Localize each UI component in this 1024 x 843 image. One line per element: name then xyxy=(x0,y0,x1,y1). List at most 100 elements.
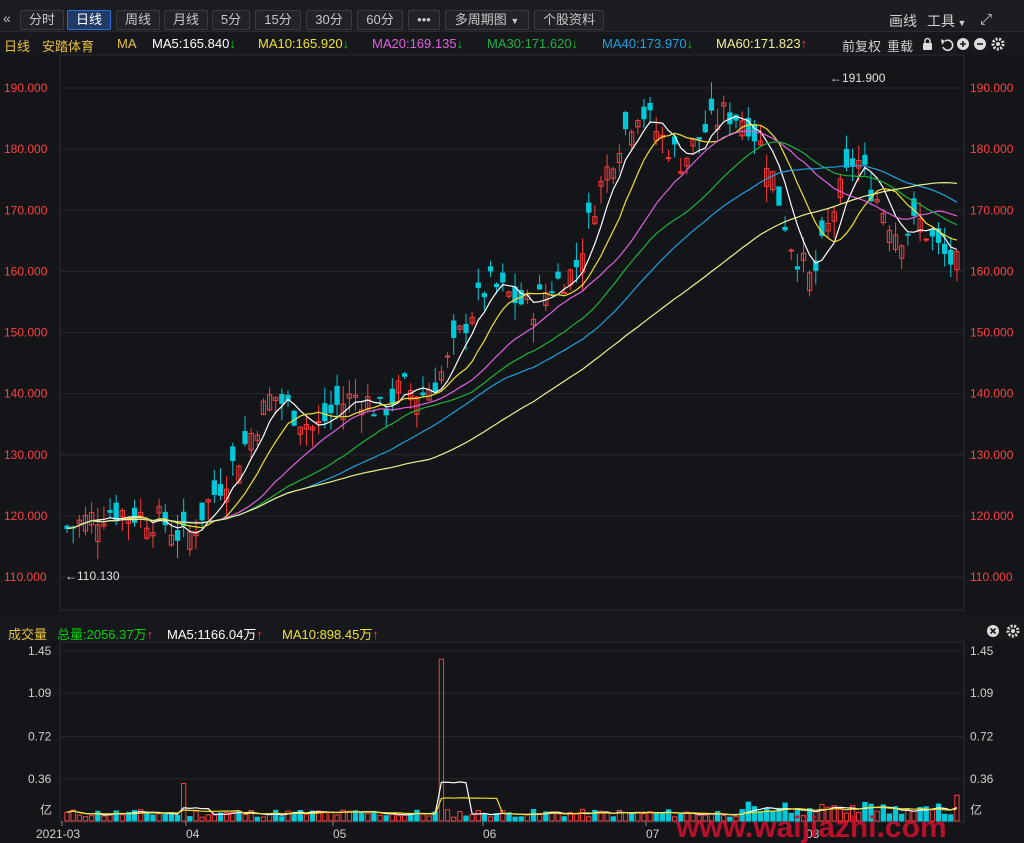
volume-chart-pane[interactable]: 1.45 1.45 1.09 1.09 0.72 0.72 0.36 0.36 亿 亿 2021-0… xyxy=(0,641,1024,843)
candle-body xyxy=(119,510,125,518)
candle xyxy=(714,108,721,143)
ma20-line xyxy=(67,130,958,529)
double-chevron-left-icon[interactable]: « xyxy=(3,10,11,26)
volume-bar xyxy=(88,815,95,822)
candle xyxy=(138,498,144,528)
volume-bar xyxy=(671,816,678,822)
volume-bar xyxy=(825,806,831,822)
date-label: 08 xyxy=(806,827,820,841)
candle-body xyxy=(696,137,702,140)
candle xyxy=(76,514,82,538)
candle-body xyxy=(205,499,211,503)
volume-total-text: 总量:2056.37万 xyxy=(57,627,147,642)
zoom-in-icon[interactable] xyxy=(957,38,969,50)
candle-body xyxy=(230,446,236,461)
candle-body xyxy=(665,157,672,160)
tab-15min[interactable]: 15分 xyxy=(255,10,301,30)
tools-dropdown[interactable]: 工具 ▼ xyxy=(927,11,966,31)
candle-body xyxy=(494,283,500,288)
more-periods-button[interactable]: ••• xyxy=(408,10,440,30)
candle-body xyxy=(285,394,291,401)
candle-body xyxy=(260,400,267,416)
volume-bar xyxy=(819,804,825,822)
tab-30min[interactable]: 30分 xyxy=(306,10,352,30)
candle-body xyxy=(843,148,850,168)
arrow-up-icon: ↑ xyxy=(800,36,808,51)
volume-bar xyxy=(604,811,610,822)
candle xyxy=(242,416,248,447)
volume-total: 总量:2056.37万↑ xyxy=(57,624,153,643)
ma30-value: MA30:171.620↓ xyxy=(487,36,578,51)
volume-chart[interactable]: 1.45 1.45 1.09 1.09 0.72 0.72 0.36 0.36 亿 亿 2021-0… xyxy=(0,641,1024,843)
price-chart[interactable]: 190.000 190.000 180.000 180.000 170.000 170.0… xyxy=(0,54,1024,614)
draw-line-button[interactable]: 画线 xyxy=(889,13,917,29)
price-chart-pane[interactable]: 190.000 190.000 180.000 180.000 170.000 170.0… xyxy=(0,54,1024,614)
candle xyxy=(678,157,684,175)
candle-body xyxy=(64,525,70,529)
candle xyxy=(745,106,751,141)
candle-body xyxy=(555,271,561,279)
undo-icon[interactable] xyxy=(941,39,954,51)
lock-icon[interactable] xyxy=(923,37,932,51)
candle xyxy=(328,390,334,430)
candle-body xyxy=(598,180,604,187)
volume-bar xyxy=(260,816,267,822)
candle-body xyxy=(401,373,408,377)
candle xyxy=(954,249,960,282)
volume-bar xyxy=(874,810,880,822)
candle-body xyxy=(199,502,205,521)
candle-body xyxy=(506,291,512,297)
stock-info-button[interactable]: 个股资料 xyxy=(534,10,604,30)
reload-button[interactable]: 重载 xyxy=(887,39,914,54)
settings-icon[interactable] xyxy=(1006,624,1020,638)
volume-bar xyxy=(451,816,457,822)
candle xyxy=(303,414,310,446)
candle-body xyxy=(254,434,260,441)
candle xyxy=(721,95,727,121)
volume-bar xyxy=(567,812,573,822)
zoom-out-icon[interactable] xyxy=(974,38,986,50)
volume-bar xyxy=(181,782,187,822)
price-tick-label-right: 120.000 xyxy=(970,509,1014,523)
candle xyxy=(125,516,132,541)
candle-body xyxy=(309,426,316,431)
expand-icon[interactable]: ⤢ xyxy=(980,11,993,28)
volume-bar xyxy=(788,812,794,822)
volume-bar xyxy=(942,813,948,822)
multi-period-dropdown[interactable]: 多周期图 ▼ xyxy=(445,10,529,30)
close-icon[interactable] xyxy=(987,625,999,637)
volume-bar xyxy=(291,811,297,822)
candle xyxy=(150,520,156,548)
candle xyxy=(420,376,426,397)
candle xyxy=(586,192,592,230)
candle-body xyxy=(629,131,635,146)
candle-body xyxy=(211,480,218,495)
candle-body xyxy=(297,426,303,435)
candle-body xyxy=(948,249,954,265)
candle xyxy=(856,145,862,182)
tab-intraday[interactable]: 分时 xyxy=(20,10,64,30)
tab-5min[interactable]: 5分 xyxy=(212,10,250,30)
tab-60min[interactable]: 60分 xyxy=(357,10,403,30)
candle xyxy=(874,192,880,205)
tab-daily[interactable]: 日线 xyxy=(67,10,111,30)
volume-bar xyxy=(316,810,322,822)
high-annotation: ←191.900 xyxy=(830,71,886,85)
candle xyxy=(757,125,764,147)
ma30-text: MA30:171.620 xyxy=(487,36,572,51)
volume-bar xyxy=(647,811,653,822)
candle-body xyxy=(88,511,95,526)
candle-body xyxy=(831,211,837,222)
price-tick-label-right: 110.000 xyxy=(970,570,1013,584)
volume-bar xyxy=(948,814,954,822)
volume-bar xyxy=(782,802,788,822)
forward-adjust-button[interactable]: 前复权 xyxy=(842,39,882,54)
settings-icon[interactable] xyxy=(991,37,1005,51)
tab-monthly[interactable]: 月线 xyxy=(164,10,208,30)
candle-body xyxy=(862,154,868,165)
volume-bar xyxy=(923,806,929,822)
candle xyxy=(481,291,488,310)
volume-bar xyxy=(383,815,389,822)
tab-weekly[interactable]: 周线 xyxy=(116,10,160,30)
candle-body xyxy=(444,355,451,358)
